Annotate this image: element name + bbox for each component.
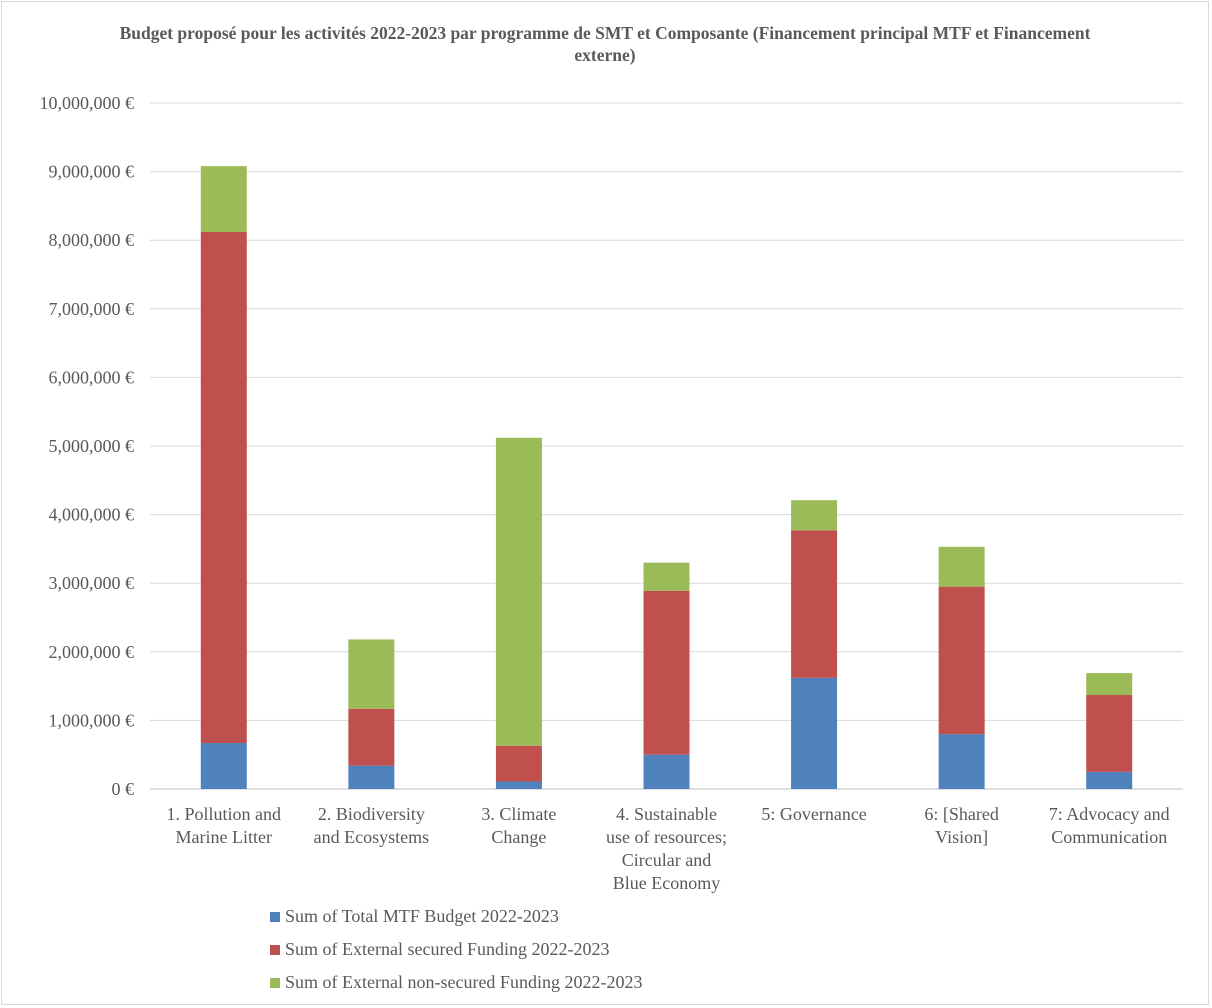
y-tick-label: 5,000,000 € [49, 436, 135, 456]
x-tick-label-line: Circular and [622, 850, 711, 870]
x-tick-label: 1. Pollution and Marine Litter [167, 804, 282, 847]
bar-nonsecured [200, 166, 247, 232]
bar-mtf [938, 734, 985, 789]
x-tick-label-line: 2. Biodiversity [318, 804, 425, 824]
x-tick-label: 7: Advocacy and Communication [1049, 804, 1170, 847]
bar-secured [495, 745, 542, 782]
chart-title: Budget proposé pour les activités 2022-2… [119, 23, 1091, 65]
bar-secured [791, 530, 838, 678]
x-tick-label: 4. Sustainable use of resources; Circular … [606, 804, 727, 893]
y-tick-label: 2,000,000 € [49, 642, 135, 662]
x-tick-label-line: 4. Sustainable [616, 804, 717, 824]
y-tick-label: 9,000,000 € [49, 162, 135, 182]
x-tick-label-line: 1. Pollution and [167, 804, 282, 824]
bar-nonsecured [1086, 673, 1133, 696]
x-tick-label-line: Communication [1051, 827, 1167, 847]
x-tick-label-line: and Ecosystems [314, 827, 429, 847]
x-tick-label-line: Vision] [935, 827, 988, 847]
legend-swatch-secured [270, 944, 280, 955]
bar-secured [938, 586, 985, 735]
y-tick-label: 8,000,000 € [49, 230, 135, 250]
x-tick-label-line: 7: Advocacy and [1049, 804, 1170, 824]
bar-nonsecured [643, 562, 690, 591]
legend-label-mtf: Sum of Total MTF Budget 2022-2023 [285, 906, 559, 926]
legend-label-nonsecured: Sum of External non-secured Funding 2022… [285, 972, 643, 992]
bar-secured [643, 590, 690, 755]
y-tick-label: 1,000,000 € [49, 710, 135, 730]
x-tick-label-line: 3. Climate [481, 804, 556, 824]
x-tick-label: 6: [Shared Vision] [924, 804, 998, 847]
y-tick-label: 4,000,000 € [49, 505, 135, 525]
bar-nonsecured [938, 546, 985, 587]
bar-secured [200, 231, 247, 744]
bar-secured [348, 708, 395, 766]
chart-legend: Sum of Total MTF Budget 2022-2023 Sum of… [270, 900, 642, 999]
bar-mtf [200, 743, 247, 789]
bar-mtf [643, 754, 690, 789]
bar-mtf [495, 781, 542, 789]
y-tick-label: 6,000,000 € [49, 367, 135, 387]
bar-mtf [791, 677, 838, 789]
x-tick-label-line: use of resources; [606, 827, 727, 847]
x-tick-label-line: Change [491, 827, 546, 847]
bar-secured [1086, 695, 1133, 772]
bar-nonsecured [495, 437, 542, 746]
bar-mtf [348, 765, 395, 789]
x-tick-label: 5: Governance [761, 804, 866, 824]
y-tick-label: 10,000,000 € [40, 93, 135, 113]
legend-swatch-nonsecured [270, 977, 280, 988]
legend-item-mtf: Sum of Total MTF Budget 2022-2023 [270, 900, 642, 933]
bar-mtf [1086, 771, 1133, 789]
legend-item-nonsecured: Sum of External non-secured Funding 2022… [270, 966, 642, 999]
x-tick-label-line: 5: Governance [761, 804, 866, 824]
x-tick-label-line: Blue Economy [613, 873, 720, 893]
bar-nonsecured [348, 639, 395, 709]
x-tick-label: 3. Climate Change [481, 804, 556, 847]
x-tick-label-line: 6: [Shared [924, 804, 998, 824]
x-tick-label-line: Marine Litter [176, 827, 272, 847]
y-tick-label: 0 € [112, 779, 135, 799]
bar-nonsecured [791, 500, 838, 531]
x-tick-label: 2. Biodiversity and Ecosystems [314, 804, 429, 847]
y-tick-label: 7,000,000 € [49, 299, 135, 319]
legend-swatch-mtf [270, 911, 280, 922]
legend-item-secured: Sum of External secured Funding 2022-202… [270, 933, 642, 966]
y-tick-label: 3,000,000 € [49, 573, 135, 593]
legend-label-secured: Sum of External secured Funding 2022-202… [285, 939, 610, 959]
